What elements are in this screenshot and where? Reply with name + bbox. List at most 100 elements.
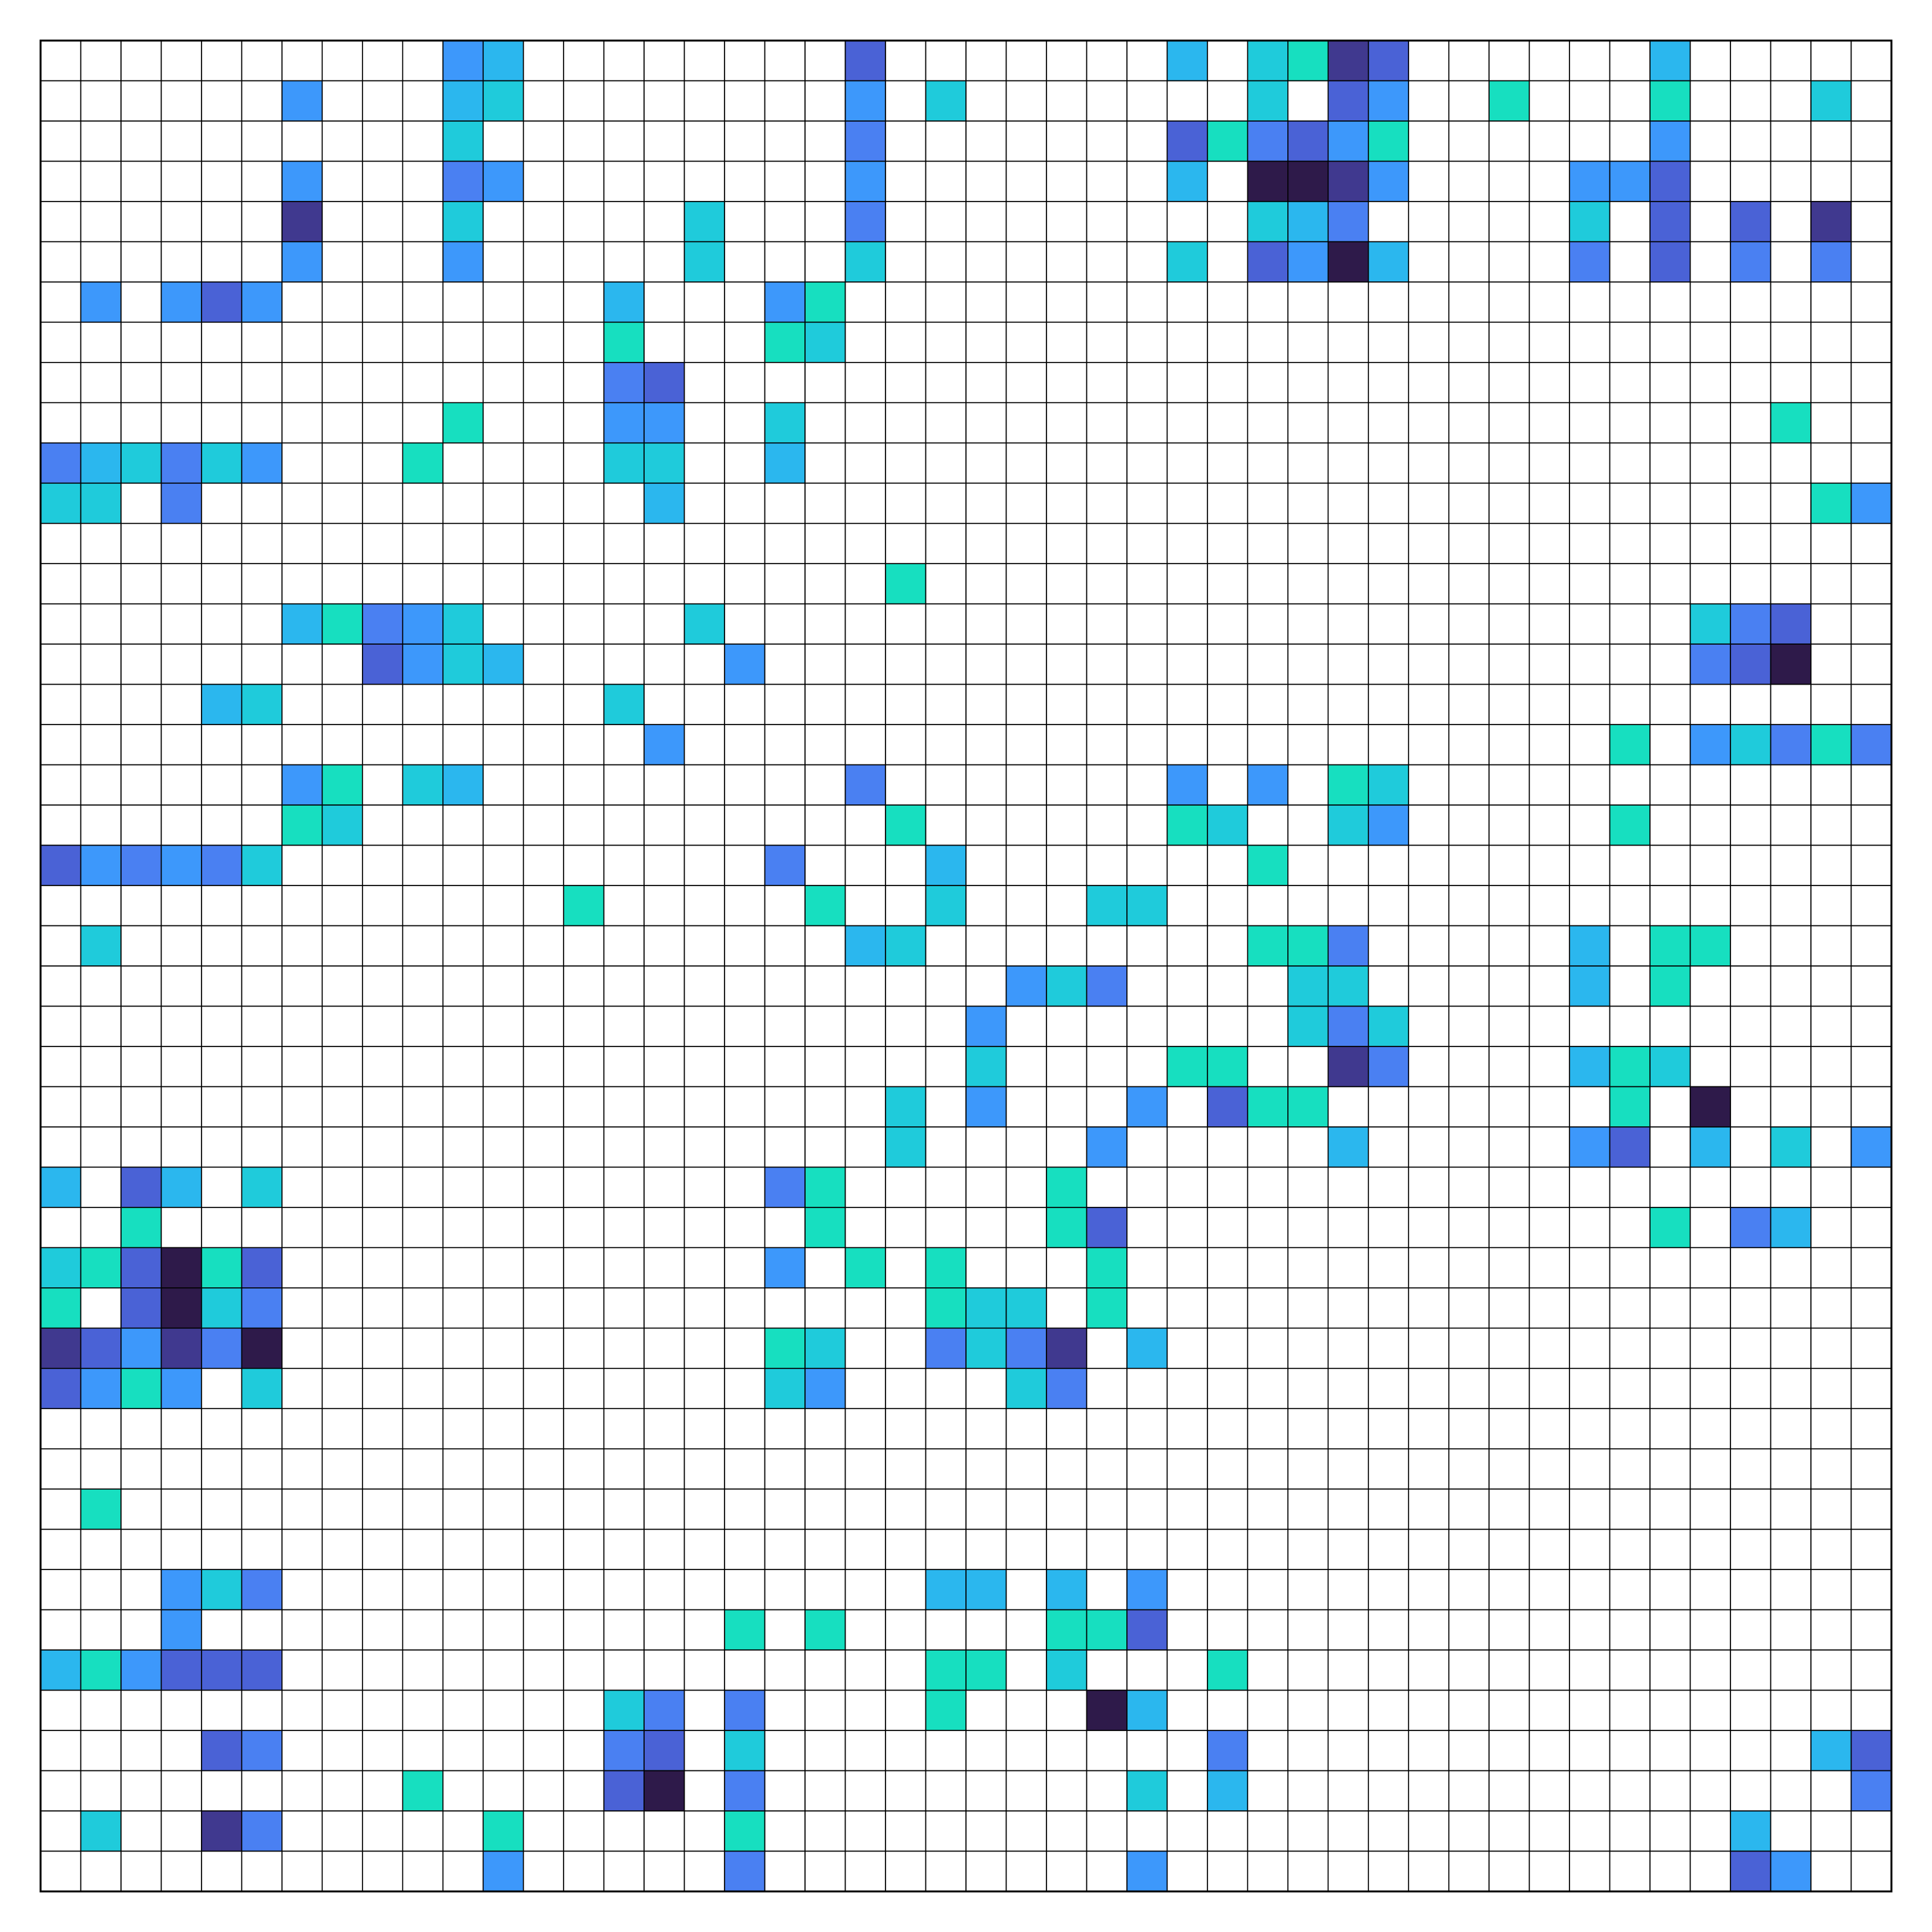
cell <box>885 442 927 484</box>
cell <box>1649 120 1691 162</box>
cell <box>764 563 806 605</box>
cell <box>1086 764 1128 806</box>
cell <box>482 522 524 565</box>
cell <box>643 241 685 283</box>
cell <box>482 1730 524 1772</box>
cell <box>965 402 1007 444</box>
cell <box>1046 925 1088 967</box>
cell <box>1609 764 1651 806</box>
cell <box>1448 1448 1490 1490</box>
cell <box>482 1850 524 1892</box>
cell <box>1247 40 1289 82</box>
cell <box>160 643 202 685</box>
cell <box>1126 1166 1168 1208</box>
cell <box>120 1166 162 1208</box>
cell <box>362 1367 404 1410</box>
cell <box>764 1086 806 1128</box>
cell <box>1730 120 1772 162</box>
cell <box>885 482 927 524</box>
cell <box>885 1327 927 1369</box>
cell <box>1166 1730 1208 1772</box>
cell <box>160 804 202 846</box>
cell <box>1528 1408 1570 1450</box>
cell <box>1448 1408 1490 1450</box>
cell <box>563 120 605 162</box>
cell <box>643 402 685 444</box>
cell <box>1569 1166 1611 1208</box>
cell <box>1528 402 1570 444</box>
cell <box>1730 1247 1772 1289</box>
cell <box>1367 160 1410 202</box>
cell <box>1609 603 1651 645</box>
cell <box>120 563 162 605</box>
cell <box>522 402 565 444</box>
cell <box>603 1488 645 1530</box>
cell <box>1166 1689 1208 1731</box>
cell <box>1166 321 1208 363</box>
cell <box>1247 1448 1289 1490</box>
cell <box>1730 442 1772 484</box>
cell <box>1126 1247 1168 1289</box>
cell <box>965 1005 1007 1047</box>
cell <box>1005 1850 1047 1892</box>
cell <box>1126 402 1168 444</box>
cell <box>1287 80 1329 122</box>
cell <box>321 804 363 846</box>
cell <box>1005 1408 1047 1450</box>
cell <box>1247 844 1289 886</box>
cell <box>683 80 725 122</box>
cell <box>1166 1166 1208 1208</box>
cell <box>1448 1649 1490 1691</box>
cell <box>1528 241 1570 283</box>
cell <box>1207 724 1249 766</box>
cell <box>683 120 725 162</box>
cell <box>804 1810 846 1852</box>
cell <box>764 1327 806 1369</box>
cell <box>1689 643 1731 685</box>
cell <box>80 1327 122 1369</box>
cell <box>1367 201 1410 243</box>
cell <box>844 1488 886 1530</box>
cell <box>1850 804 1892 846</box>
cell <box>1046 965 1088 1007</box>
cell <box>1046 442 1088 484</box>
cell <box>1005 1448 1047 1490</box>
cell <box>804 80 846 122</box>
cell <box>1247 683 1289 725</box>
cell <box>1086 80 1128 122</box>
cell <box>724 321 766 363</box>
cell <box>160 1327 202 1369</box>
cell <box>844 603 886 645</box>
cell <box>643 522 685 565</box>
cell <box>522 1730 565 1772</box>
cell <box>1488 965 1530 1007</box>
cell <box>522 482 565 524</box>
cell <box>724 563 766 605</box>
cell <box>120 925 162 967</box>
cell <box>1770 80 1812 122</box>
cell <box>1609 1005 1651 1047</box>
cell <box>80 1488 122 1530</box>
cell <box>522 683 565 725</box>
cell <box>1408 603 1450 645</box>
cell <box>482 160 524 202</box>
cell <box>1126 683 1168 725</box>
cell <box>885 563 927 605</box>
cell <box>1730 160 1772 202</box>
cell <box>1287 1247 1329 1289</box>
cell <box>402 1126 444 1168</box>
cell <box>1207 402 1249 444</box>
cell <box>683 1247 725 1289</box>
cell <box>1086 281 1128 323</box>
cell <box>1046 1770 1088 1812</box>
cell <box>120 321 162 363</box>
cell <box>241 1448 283 1490</box>
cell <box>925 563 967 605</box>
cell <box>201 1448 243 1490</box>
cell <box>724 1005 766 1047</box>
cell <box>1005 201 1047 243</box>
cell <box>362 482 404 524</box>
cell <box>563 1287 605 1329</box>
cell <box>1730 1005 1772 1047</box>
cell <box>201 925 243 967</box>
